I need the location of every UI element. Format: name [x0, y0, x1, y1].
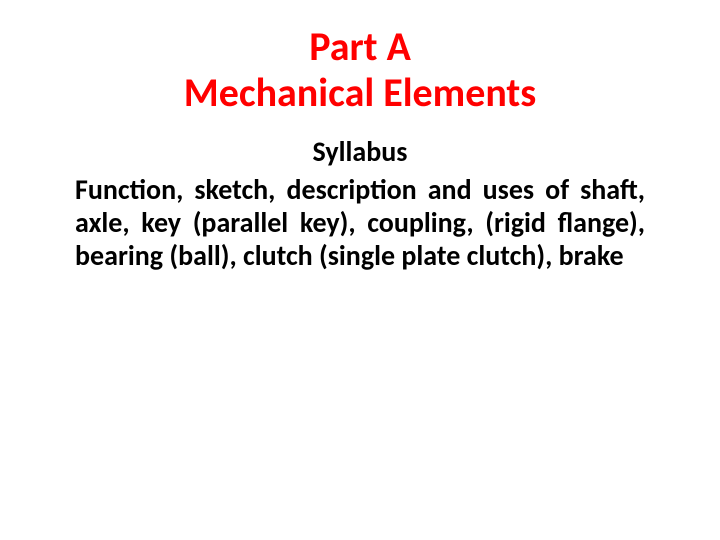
subtitle: Syllabus: [75, 134, 645, 169]
title-line-1: Part A: [75, 24, 645, 70]
title-line-2: Mechanical Elements: [75, 70, 645, 116]
title-block: Part A Mechanical Elements: [75, 24, 645, 116]
slide: Part A Mechanical Elements Syllabus Func…: [0, 0, 720, 540]
body-text: Function, sketch, description and uses o…: [75, 173, 645, 272]
